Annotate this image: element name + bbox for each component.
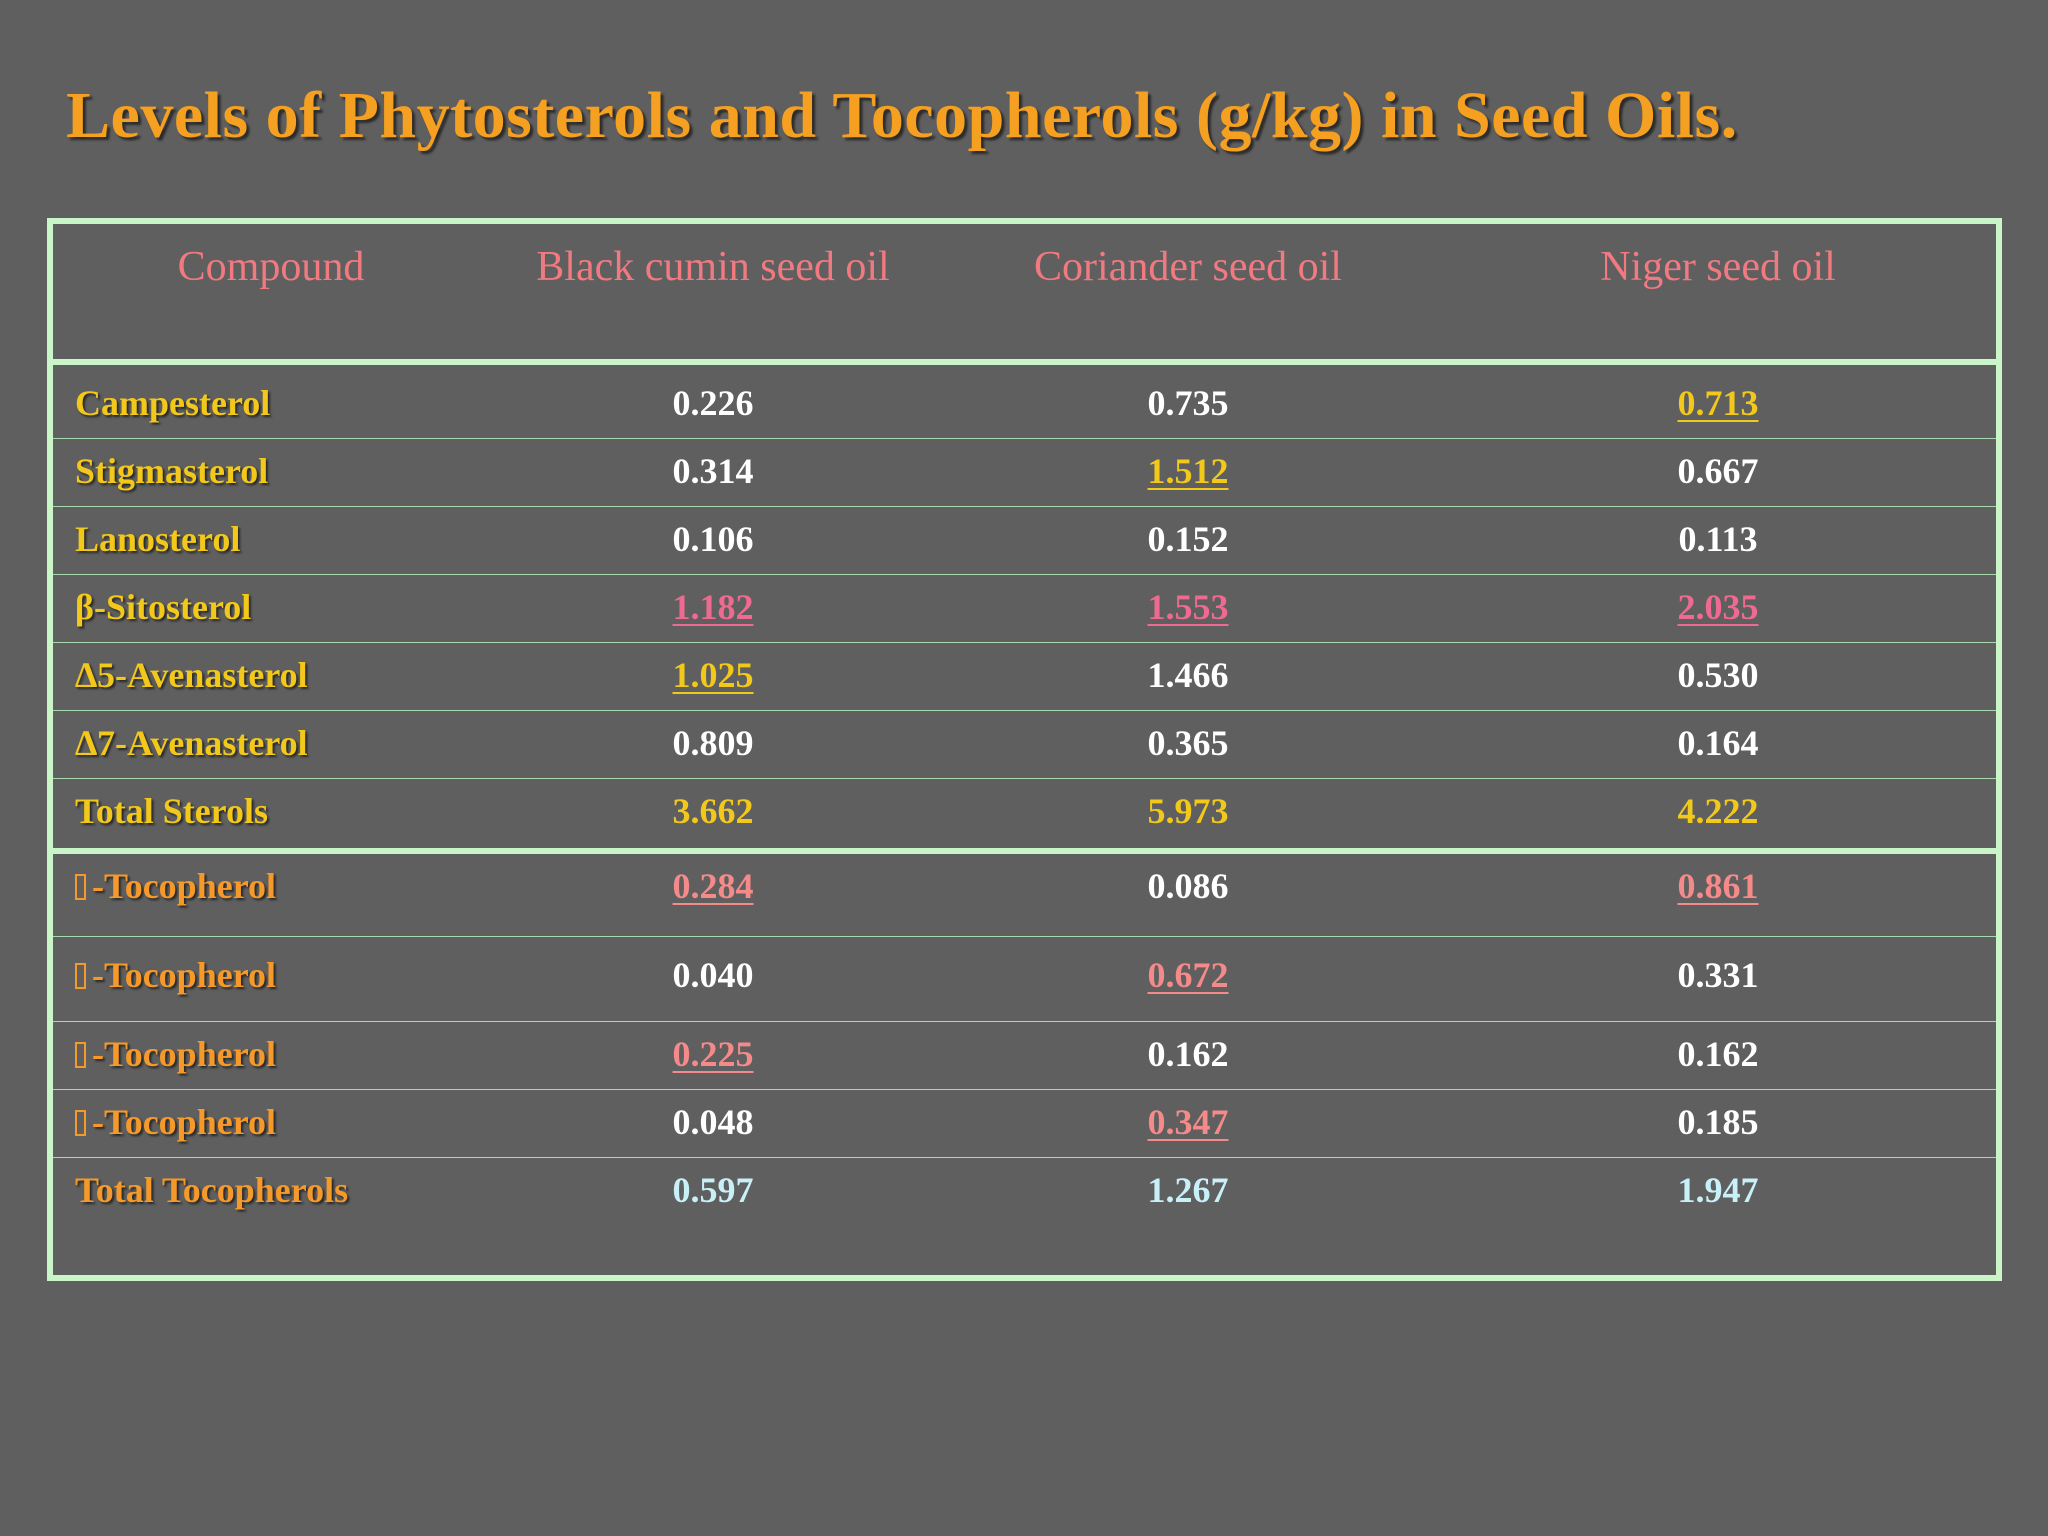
compound-label: -Tocopherol	[75, 957, 276, 993]
value-niger: 0.185	[1677, 1102, 1759, 1142]
compound-label: Total Sterols	[75, 791, 269, 831]
table-row: -Tocopherol 0.040 0.672 0.331	[53, 937, 1996, 1022]
column-header-compound: Compound	[177, 244, 365, 290]
table-row: -Tocopherol 0.048 0.347 0.185	[53, 1090, 1996, 1158]
compound-label: Campesterol	[75, 383, 271, 423]
value-black-cumin: 1.025	[672, 655, 754, 695]
value-coriander: 0.365	[1147, 723, 1229, 763]
value-coriander: 0.152	[1147, 519, 1229, 559]
table-row: -Tocopherol 0.225 0.162 0.162	[53, 1022, 1996, 1090]
column-header-niger: Niger seed oil	[1600, 244, 1836, 290]
value-coriander: 1.466	[1147, 655, 1229, 695]
value-niger: 0.861	[1677, 866, 1759, 906]
value-coriander: 0.162	[1147, 1034, 1229, 1074]
column-header-coriander: Coriander seed oil	[1034, 244, 1342, 290]
value-niger: 0.713	[1677, 383, 1759, 423]
table-header-row: Compound Black cumin seed oil Coriander …	[53, 224, 1996, 365]
value-black-cumin: 0.106	[672, 519, 754, 559]
value-black-cumin: 0.040	[672, 955, 754, 995]
value-niger: 0.113	[1678, 519, 1758, 559]
value-black-cumin: 0.597	[672, 1170, 754, 1210]
data-table: Compound Black cumin seed oil Coriander …	[47, 218, 2002, 1281]
value-black-cumin: 3.662	[672, 791, 754, 831]
compound-label: Lanosterol	[75, 519, 241, 559]
value-coriander: 1.512	[1147, 451, 1229, 491]
slide-title: Levels of Phytosterols and Tocopherols (…	[66, 79, 1738, 152]
value-coriander: 0.347	[1147, 1102, 1229, 1142]
value-niger: 0.667	[1677, 451, 1759, 491]
compound-label: -Tocopherol	[75, 1104, 276, 1140]
value-black-cumin: 0.226	[672, 383, 754, 423]
value-black-cumin: 0.284	[672, 866, 754, 906]
value-black-cumin: 1.182	[672, 587, 754, 627]
value-black-cumin: 0.314	[672, 451, 754, 491]
value-niger: 0.162	[1677, 1034, 1759, 1074]
value-coriander: 1.267	[1147, 1170, 1229, 1210]
value-niger: 4.222	[1677, 791, 1759, 831]
total-sterols-row: Total Sterols 3.662 5.973 4.222	[53, 779, 1996, 854]
missing-glyph-icon	[75, 1110, 86, 1136]
table-row: ∆7-Avenasterol 0.809 0.365 0.164	[53, 711, 1996, 779]
value-niger: 0.530	[1677, 655, 1759, 695]
column-header-black-cumin: Black cumin seed oil	[536, 244, 890, 290]
value-niger: 2.035	[1677, 587, 1759, 627]
value-coriander: 1.553	[1147, 587, 1229, 627]
compound-label-text: -Tocopherol	[92, 866, 277, 906]
value-niger: 1.947	[1677, 1170, 1759, 1210]
value-black-cumin: 0.809	[672, 723, 754, 763]
compound-label: Total Tocopherols	[75, 1170, 349, 1210]
value-coriander: 0.735	[1147, 383, 1229, 423]
value-niger: 0.164	[1677, 723, 1759, 763]
value-coriander: 5.973	[1147, 791, 1229, 831]
value-niger: 0.331	[1677, 955, 1759, 995]
compound-label: -Tocopherol	[75, 868, 276, 904]
table-row: Lanosterol 0.106 0.152 0.113	[53, 507, 1996, 575]
value-coriander: 0.672	[1147, 955, 1229, 995]
value-black-cumin: 0.225	[672, 1034, 754, 1074]
compound-label: ∆5-Avenasterol	[75, 655, 308, 695]
compound-label-text: -Tocopherol	[92, 1034, 277, 1074]
compound-label-text: -Tocopherol	[92, 1102, 277, 1142]
table-row: ∆5-Avenasterol 1.025 1.466 0.530	[53, 643, 1996, 711]
compound-label: ∆7-Avenasterol	[75, 723, 308, 763]
total-tocopherols-row: Total Tocopherols 0.597 1.267 1.947	[53, 1158, 1996, 1275]
compound-label: Stigmasterol	[75, 451, 269, 491]
compound-label: β-Sitosterol	[75, 587, 252, 627]
compound-label: -Tocopherol	[75, 1036, 276, 1072]
value-black-cumin: 0.048	[672, 1102, 754, 1142]
missing-glyph-icon	[75, 1042, 86, 1068]
table-row: β-Sitosterol 1.182 1.553 2.035	[53, 575, 1996, 643]
compound-label-text: -Tocopherol	[92, 955, 277, 995]
missing-glyph-icon	[75, 963, 86, 989]
value-coriander: 0.086	[1147, 866, 1229, 906]
table-row: -Tocopherol 0.284 0.086 0.861	[53, 854, 1996, 937]
table-row: Campesterol 0.226 0.735 0.713	[53, 371, 1996, 439]
missing-glyph-icon	[75, 874, 86, 900]
table-row: Stigmasterol 0.314 1.512 0.667	[53, 439, 1996, 507]
